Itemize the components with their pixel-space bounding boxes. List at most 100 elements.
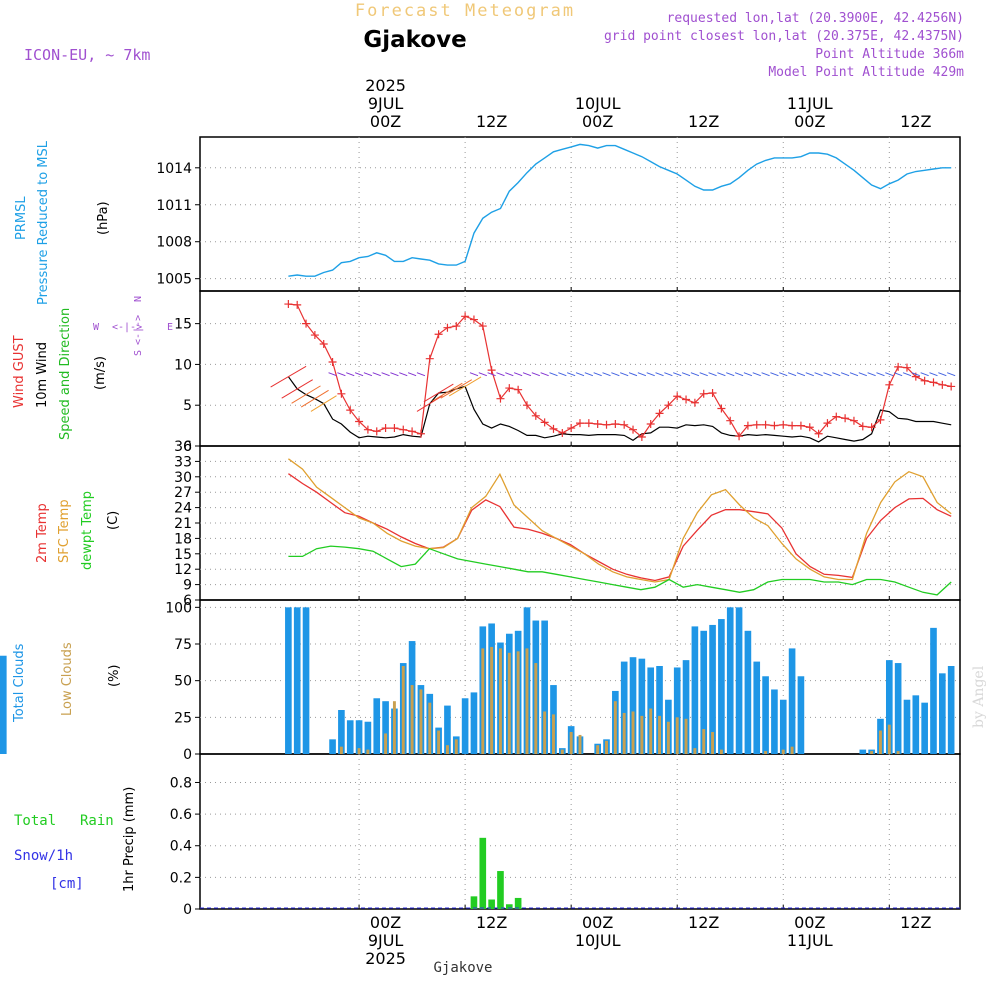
plot-layer: 1005100810111014051015691215182124273033… xyxy=(0,76,961,968)
total-cloud-bar xyxy=(894,663,902,754)
wind-arrow xyxy=(690,372,700,377)
compass-v-arrows: <-|-> xyxy=(133,315,144,345)
bottom-time-label: 10JUL xyxy=(575,931,621,950)
total-cloud-bar xyxy=(620,661,628,754)
pressure-unit: (hPa) xyxy=(96,201,111,235)
wind-arrow xyxy=(487,372,496,377)
wind-arrow xyxy=(416,372,426,377)
low-cloud-bar xyxy=(569,732,573,754)
gust-marker xyxy=(770,421,779,430)
low-cloud-bar xyxy=(693,748,697,754)
compass-h-arrows: <-|-> xyxy=(112,322,142,333)
low-cloud-bar xyxy=(552,714,555,754)
wind-arrow xyxy=(300,389,329,408)
wind-arrow xyxy=(840,372,850,377)
gust-marker xyxy=(461,312,470,321)
y-tick-label: 15 xyxy=(174,547,192,563)
gust-marker xyxy=(743,421,752,430)
total-cloud-bar xyxy=(939,673,946,754)
bottom-time-label: 12Z xyxy=(688,913,719,932)
low-cloud-bar xyxy=(366,749,370,754)
total-cloud-bar xyxy=(444,705,451,754)
total-cloud-bar xyxy=(293,607,301,754)
gust-marker xyxy=(372,427,381,436)
total-cloud-bar xyxy=(885,660,893,754)
low-cloud-bar xyxy=(711,732,715,754)
top-time-label: 12Z xyxy=(688,112,719,131)
y-tick-label: 0.6 xyxy=(170,807,192,823)
gust-marker xyxy=(469,315,478,324)
total-cloud-bar xyxy=(797,676,805,754)
wind-arrow xyxy=(734,372,744,377)
gust-marker xyxy=(841,414,850,423)
wind-arrow xyxy=(717,372,726,377)
gust-marker xyxy=(443,323,452,332)
gust-marker xyxy=(708,388,717,397)
wind-arrow xyxy=(593,372,602,377)
panel-frame xyxy=(199,136,961,292)
wind-arrow xyxy=(893,372,903,377)
total-cloud-bar xyxy=(709,624,716,754)
total-cloud-bar xyxy=(673,667,681,754)
wind-arrow xyxy=(575,372,585,377)
gust-marker xyxy=(284,300,293,309)
low-cloud-bar xyxy=(781,749,785,754)
top-time-label: 2025 xyxy=(365,76,406,95)
y-tick-label: 0 xyxy=(183,439,192,455)
wind-arrow xyxy=(929,372,938,377)
y-tick-label: 1005 xyxy=(156,272,192,288)
wind-arrow xyxy=(885,372,894,377)
low-cloud-bar xyxy=(666,721,670,754)
gust-marker xyxy=(496,394,505,403)
gust-marker xyxy=(584,419,593,428)
gust-marker xyxy=(876,415,885,424)
bottom-time-label: 12Z xyxy=(476,913,507,932)
gust-marker xyxy=(452,322,461,331)
dewpt-label: dewpt Temp xyxy=(80,491,95,570)
rain-bar xyxy=(505,904,513,909)
low-cloud-bar xyxy=(516,651,520,754)
total-cloud-bar xyxy=(0,655,7,754)
panel-frame xyxy=(199,753,961,910)
point-altitude: Point Altitude 366m xyxy=(815,47,964,62)
low-cloud-bar xyxy=(702,729,706,754)
wind-arrow xyxy=(513,372,523,377)
compass-s: S xyxy=(133,350,144,356)
rain-label: Rain xyxy=(80,813,114,829)
total-cloud-bar xyxy=(329,739,336,754)
total-cloud-bar xyxy=(771,689,778,754)
gust-marker xyxy=(408,427,417,436)
top-time-label: 9JUL xyxy=(368,94,404,113)
gust-marker xyxy=(938,380,947,389)
low-cloud-bar xyxy=(357,748,361,754)
gust-marker xyxy=(779,420,788,429)
low-cloud-bar xyxy=(499,648,502,754)
gust-marker xyxy=(302,319,311,328)
location-title: Gjakove xyxy=(363,27,466,53)
wind-arrow xyxy=(708,372,717,377)
gust-marker xyxy=(531,411,540,420)
wind-arrow xyxy=(381,372,390,377)
gust-marker xyxy=(558,428,567,437)
low-cloud-bar xyxy=(401,666,405,754)
y-tick-label: 100 xyxy=(165,600,192,616)
model-label: ICON-EU, ~ 7km xyxy=(24,46,150,64)
wind-arrow xyxy=(796,372,806,377)
total-cloud-bar xyxy=(461,698,469,754)
compass-n: N xyxy=(133,296,144,302)
total-cloud-bar xyxy=(338,710,345,754)
y-tick-label: 50 xyxy=(174,674,192,690)
wind-arrow xyxy=(752,372,761,377)
bottom-time-label: 00Z xyxy=(582,913,613,932)
gust-marker xyxy=(425,354,434,363)
y-tick-label: 27 xyxy=(174,485,192,501)
wind-arrow xyxy=(858,372,867,377)
gust-marker xyxy=(832,412,841,421)
wind-arrow xyxy=(440,379,473,399)
low-cloud-bar xyxy=(454,739,458,754)
low-cloud-bar xyxy=(490,646,494,754)
model-altitude: Model Point Altitude 429m xyxy=(768,65,964,80)
gust-marker xyxy=(434,330,443,339)
gust-marker xyxy=(363,425,372,434)
wind-arrow xyxy=(496,372,505,377)
